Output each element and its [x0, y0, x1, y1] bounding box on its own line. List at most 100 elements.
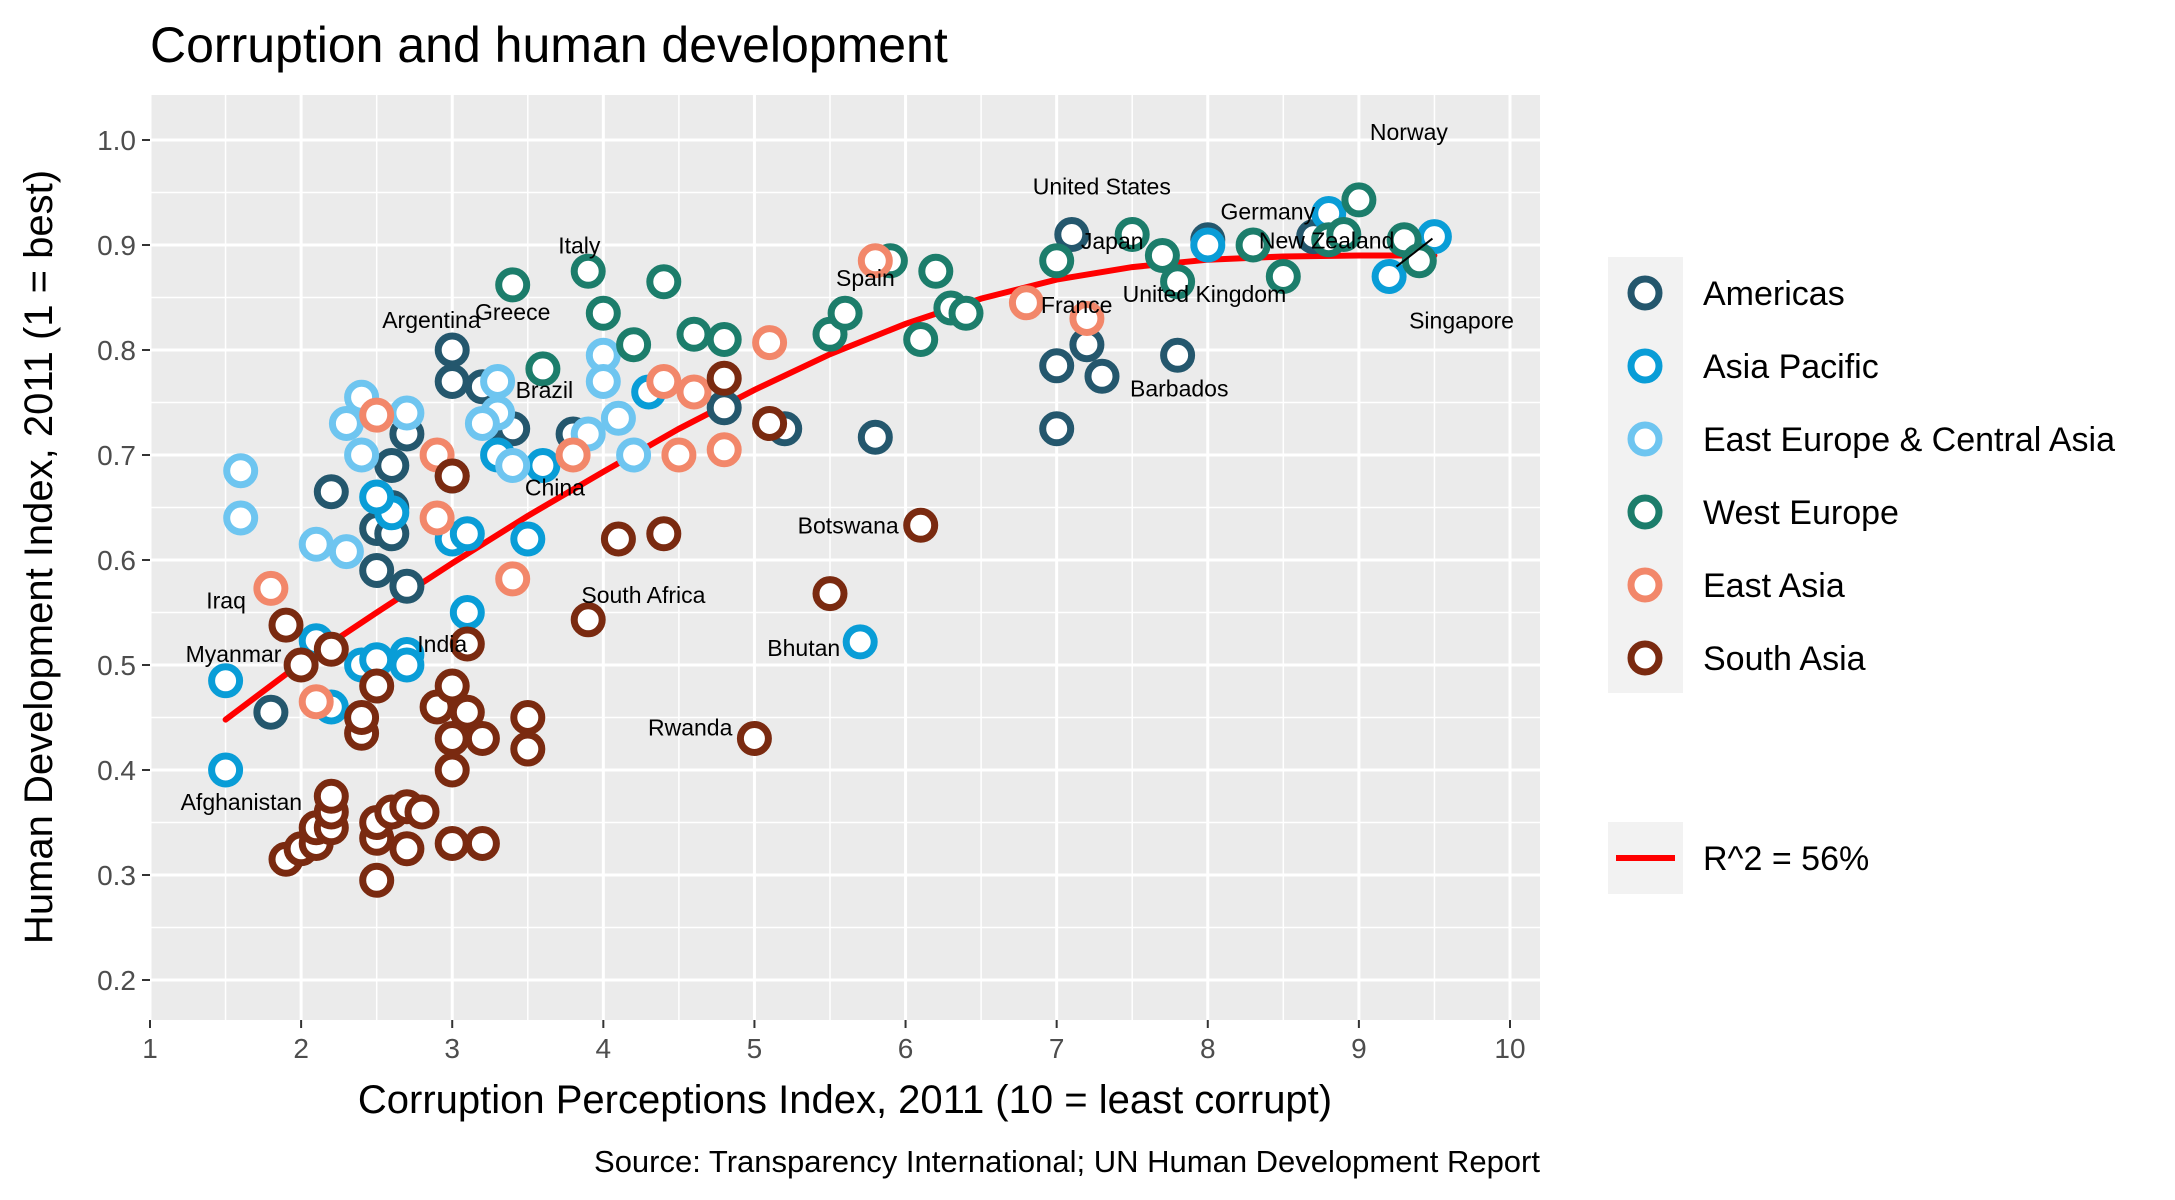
data-point: [253, 570, 289, 606]
legend-key: [1627, 421, 1663, 457]
data-point: [706, 322, 742, 357]
y-tick-label: 0.9: [97, 230, 136, 261]
data-point: [1190, 227, 1226, 263]
x-tick-label: 9: [1351, 1033, 1367, 1064]
data-point: [1235, 227, 1271, 263]
data-point: [510, 521, 546, 557]
data-point: [434, 332, 470, 368]
point-annotation: Argentina: [382, 307, 481, 333]
data-point: [344, 437, 380, 473]
data-point: [1054, 217, 1090, 252]
x-tick-label: 6: [898, 1033, 914, 1064]
y-axis-ticks: 0.2 0.3 0.4 0.5 0.6 0.7 0.8 0.9 1.0: [97, 125, 150, 996]
point-annotation: Brazil: [516, 377, 574, 403]
y-tick-label: 1.0: [97, 125, 136, 156]
data-point: [646, 516, 682, 552]
data-point: [510, 700, 546, 735]
data-point: [646, 364, 682, 399]
data-point: [1084, 358, 1120, 394]
data-point: [570, 602, 606, 638]
point-annotation: Germany: [1221, 199, 1316, 225]
annotation-segment: [1395, 237, 1434, 268]
point-annotation: Japan: [1081, 228, 1144, 254]
y-tick-label: 0.3: [97, 860, 136, 891]
legend-fit-label: R^2 = 56%: [1703, 840, 1869, 878]
chart-title: Corruption and human development: [150, 17, 948, 73]
data-point: [283, 647, 319, 683]
data-point: [359, 862, 395, 898]
point-annotation: United Kingdom: [1123, 281, 1287, 307]
data-point: [706, 432, 742, 468]
data-point: [359, 553, 395, 588]
data-point: [313, 474, 349, 510]
data-point: [359, 479, 395, 515]
data-point: [434, 826, 470, 861]
data-point: [464, 406, 500, 441]
data-point: [1341, 182, 1377, 218]
x-tick-label: 10: [1494, 1033, 1525, 1064]
data-point: [1265, 259, 1301, 294]
data-point: [1160, 264, 1196, 300]
legend-key: [1627, 494, 1663, 530]
data-point: [495, 561, 531, 597]
data-point: [419, 500, 455, 536]
x-tick-label: 7: [1049, 1033, 1065, 1064]
point-annotation: Myanmar: [186, 641, 282, 667]
data-point: [1008, 285, 1044, 321]
data-point: [298, 684, 334, 720]
data-point: [600, 521, 636, 557]
y-tick-label: 0.7: [97, 440, 136, 471]
data-point: [1114, 217, 1150, 252]
data-point: [223, 453, 259, 489]
data-point: [449, 626, 485, 662]
x-tick-label: 5: [747, 1033, 763, 1064]
data-point: [918, 253, 954, 289]
x-tick-label: 1: [142, 1033, 158, 1064]
fit-line: [222, 252, 1438, 723]
point-annotation: France: [1041, 292, 1113, 318]
y-tick-label: 0.5: [97, 650, 136, 681]
point-annotation: Rwanda: [648, 715, 733, 741]
data-point: [223, 500, 259, 536]
x-axis-title: Corruption Perceptions Index, 2011 (10 =…: [358, 1078, 1332, 1122]
point-annotation: Bhutan: [767, 635, 840, 661]
data-point: [1371, 259, 1407, 294]
data-point: [313, 778, 349, 814]
point-annotation: New Zealand: [1259, 228, 1395, 254]
x-tick-label: 3: [444, 1033, 460, 1064]
points-layer: [208, 182, 1452, 898]
y-tick-label: 0.8: [97, 335, 136, 366]
data-point: [525, 351, 561, 387]
legend-key: [1627, 640, 1663, 676]
data-point: [585, 364, 621, 399]
data-point: [328, 534, 364, 570]
data-point: [434, 458, 470, 494]
data-point: [600, 400, 636, 436]
legend-key: [1627, 567, 1663, 603]
data-point: [449, 694, 485, 730]
legend-key: [1627, 275, 1663, 311]
legend-label: East Europe & Central Asia: [1703, 421, 2115, 459]
data-point: [752, 325, 788, 361]
x-tick-label: 2: [293, 1033, 309, 1064]
data-point: [253, 694, 289, 730]
data-point: [208, 752, 244, 788]
point-annotation: Afghanistan: [181, 789, 302, 815]
data-point: [434, 364, 470, 399]
x-tick-label: 8: [1200, 1033, 1216, 1064]
point-annotation: Botswana: [798, 512, 899, 538]
data-point: [661, 437, 697, 473]
point-annotation: Singapore: [1409, 308, 1514, 334]
legend-label: Americas: [1703, 275, 1845, 313]
data-point: [404, 794, 440, 830]
data-point: [842, 624, 878, 660]
data-point: [1401, 243, 1437, 279]
data-point: [298, 526, 334, 562]
data-point: [827, 295, 863, 331]
data-point: [480, 364, 516, 399]
point-annotation: South Africa: [581, 582, 705, 608]
data-point: [857, 243, 893, 279]
y-tick-label: 0.2: [97, 965, 136, 996]
caption: Source: Transparency International; UN H…: [594, 1144, 1540, 1179]
data-point: [359, 668, 395, 704]
